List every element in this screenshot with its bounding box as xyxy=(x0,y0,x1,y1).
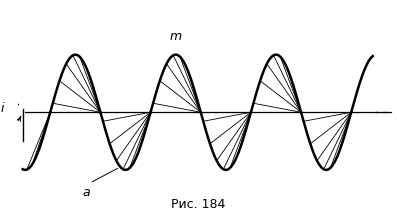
Text: i: i xyxy=(0,102,4,115)
Text: a: a xyxy=(82,186,90,199)
Polygon shape xyxy=(4,101,15,124)
Text: Рис. 184: Рис. 184 xyxy=(172,198,225,211)
Text: m: m xyxy=(170,30,182,43)
